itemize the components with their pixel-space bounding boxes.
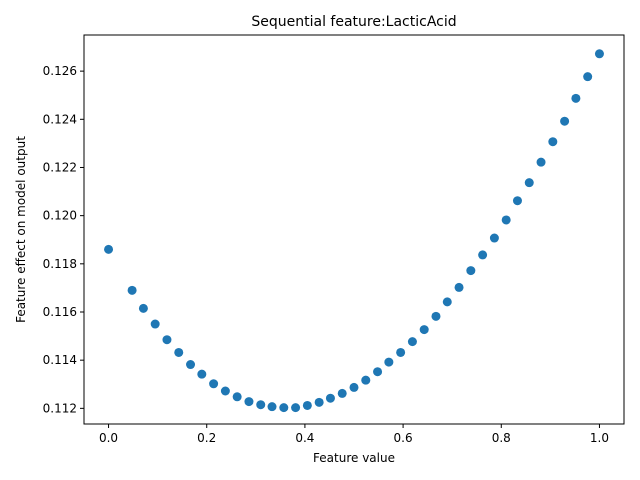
data-point xyxy=(232,392,242,402)
data-point xyxy=(325,393,335,403)
y-axis-label: Feature effect on model output xyxy=(14,136,28,323)
data-point xyxy=(361,375,371,385)
data-point xyxy=(127,285,137,295)
data-point xyxy=(267,402,277,412)
data-point xyxy=(349,382,359,392)
x-axis: 0.0 0.2 0.4 0.6 0.8 1.0 xyxy=(99,424,609,445)
data-point xyxy=(536,157,546,167)
x-tick-label: 0.6 xyxy=(394,431,413,445)
data-point xyxy=(302,400,312,410)
data-point xyxy=(174,347,184,357)
data-point xyxy=(583,72,593,82)
data-point xyxy=(489,233,499,243)
plot-area xyxy=(83,34,625,425)
y-tick-label: 0.126 xyxy=(43,64,77,78)
x-tick-label: 0.4 xyxy=(295,431,314,445)
data-point xyxy=(279,403,289,413)
y-tick-label: 0.116 xyxy=(43,305,77,319)
chart-title: Sequential feature:LacticAcid xyxy=(251,14,456,30)
data-point xyxy=(442,297,452,307)
data-point xyxy=(431,311,441,321)
y-tick-label: 0.122 xyxy=(43,160,77,174)
data-point xyxy=(186,360,196,370)
data-point xyxy=(138,303,148,313)
data-point xyxy=(454,282,464,292)
y-tick-label: 0.120 xyxy=(43,209,77,223)
x-tick-label: 0.2 xyxy=(197,431,216,445)
y-axis: 0.112 0.114 0.116 0.118 0.120 0.122 0.124 0.126 xyxy=(43,64,84,415)
data-point xyxy=(512,196,522,206)
data-point xyxy=(407,337,417,347)
data-point xyxy=(478,250,488,260)
data-point xyxy=(373,367,383,377)
data-point xyxy=(162,335,172,345)
data-point xyxy=(314,397,324,407)
data-point xyxy=(244,397,254,407)
data-point xyxy=(501,215,511,225)
data-points xyxy=(104,49,604,413)
data-point xyxy=(571,93,581,103)
data-point xyxy=(150,319,160,329)
data-point xyxy=(466,266,476,276)
x-tick-label: 0.8 xyxy=(492,431,511,445)
x-tick-label: 1.0 xyxy=(590,431,609,445)
y-tick-label: 0.124 xyxy=(43,112,77,126)
data-point xyxy=(524,178,534,188)
y-tick-label: 0.112 xyxy=(43,401,77,415)
data-point xyxy=(419,325,429,335)
data-point xyxy=(548,137,558,147)
data-point xyxy=(384,357,394,367)
data-point xyxy=(396,347,406,357)
data-point xyxy=(209,379,219,389)
data-point xyxy=(560,116,570,126)
y-tick-label: 0.114 xyxy=(43,353,77,367)
data-point xyxy=(594,49,604,59)
data-point xyxy=(197,369,207,379)
x-tick-label: 0.0 xyxy=(99,431,118,445)
plot-frame xyxy=(83,34,625,425)
data-point xyxy=(256,400,266,410)
y-tick-label: 0.118 xyxy=(43,257,77,271)
data-point xyxy=(291,403,301,413)
data-point xyxy=(337,388,347,398)
data-point xyxy=(220,386,230,396)
x-axis-label: Feature value xyxy=(313,451,395,465)
data-point xyxy=(104,244,114,254)
